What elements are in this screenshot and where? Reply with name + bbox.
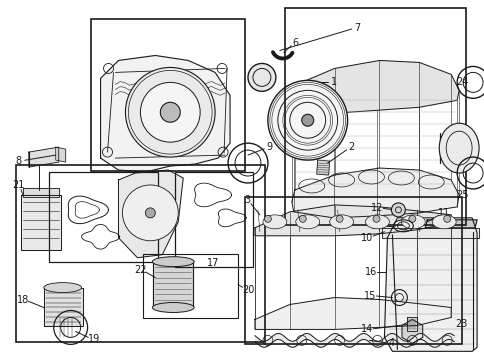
Ellipse shape xyxy=(152,257,194,267)
Polygon shape xyxy=(291,60,458,113)
Polygon shape xyxy=(407,317,416,331)
Bar xyxy=(49,172,158,262)
Text: 19: 19 xyxy=(87,335,100,345)
Text: 20: 20 xyxy=(242,285,254,295)
Text: 12: 12 xyxy=(371,203,383,213)
Polygon shape xyxy=(153,262,193,307)
Ellipse shape xyxy=(439,123,478,173)
Ellipse shape xyxy=(365,215,389,229)
Bar xyxy=(143,254,238,318)
Text: 11: 11 xyxy=(437,208,450,218)
Text: 10: 10 xyxy=(361,233,373,243)
Text: 25: 25 xyxy=(455,190,468,200)
Text: 8: 8 xyxy=(16,156,22,166)
Ellipse shape xyxy=(431,215,455,229)
Ellipse shape xyxy=(262,215,286,229)
Polygon shape xyxy=(384,218,476,351)
Polygon shape xyxy=(424,220,476,228)
Circle shape xyxy=(443,215,450,222)
Text: 15: 15 xyxy=(363,291,376,301)
Text: 9: 9 xyxy=(266,142,272,152)
Bar xyxy=(175,172,253,267)
Text: 17: 17 xyxy=(207,258,219,268)
Circle shape xyxy=(391,203,405,217)
Text: 16: 16 xyxy=(364,267,377,277)
Bar xyxy=(244,197,461,345)
Circle shape xyxy=(301,114,313,126)
Circle shape xyxy=(125,67,215,157)
Bar xyxy=(16,165,264,342)
Text: 5: 5 xyxy=(254,74,260,84)
Circle shape xyxy=(408,215,415,222)
Circle shape xyxy=(264,215,271,222)
Polygon shape xyxy=(118,170,183,258)
Text: 3: 3 xyxy=(243,195,250,205)
Circle shape xyxy=(299,215,305,222)
Text: 6: 6 xyxy=(292,37,298,47)
Polygon shape xyxy=(291,168,458,218)
Text: 13: 13 xyxy=(371,221,383,231)
Polygon shape xyxy=(44,288,82,326)
Text: 21: 21 xyxy=(13,180,25,190)
Text: 23: 23 xyxy=(454,320,467,330)
Text: 4: 4 xyxy=(388,338,393,348)
Polygon shape xyxy=(21,195,60,250)
Polygon shape xyxy=(255,205,450,236)
Bar xyxy=(91,19,244,171)
Text: 1: 1 xyxy=(330,77,336,87)
Text: 2: 2 xyxy=(348,142,354,152)
Polygon shape xyxy=(401,320,422,343)
Bar xyxy=(284,7,465,225)
Circle shape xyxy=(145,208,155,218)
Text: 7: 7 xyxy=(354,22,360,32)
Polygon shape xyxy=(29,147,59,167)
Circle shape xyxy=(247,64,275,91)
Polygon shape xyxy=(56,147,65,162)
Circle shape xyxy=(372,215,379,222)
Polygon shape xyxy=(316,160,329,175)
Circle shape xyxy=(122,185,178,241)
Ellipse shape xyxy=(401,215,424,229)
Text: 22: 22 xyxy=(134,265,146,275)
Polygon shape xyxy=(382,228,478,238)
Circle shape xyxy=(335,215,342,222)
Polygon shape xyxy=(23,188,59,197)
Polygon shape xyxy=(255,297,450,330)
Text: 24: 24 xyxy=(455,77,468,87)
Ellipse shape xyxy=(44,283,81,292)
Polygon shape xyxy=(100,55,229,172)
Circle shape xyxy=(140,82,200,142)
Ellipse shape xyxy=(295,215,319,229)
Ellipse shape xyxy=(329,215,353,229)
Text: 14: 14 xyxy=(361,325,373,335)
Ellipse shape xyxy=(152,302,194,312)
Circle shape xyxy=(267,80,347,160)
Text: 18: 18 xyxy=(17,295,29,305)
Circle shape xyxy=(160,102,180,122)
